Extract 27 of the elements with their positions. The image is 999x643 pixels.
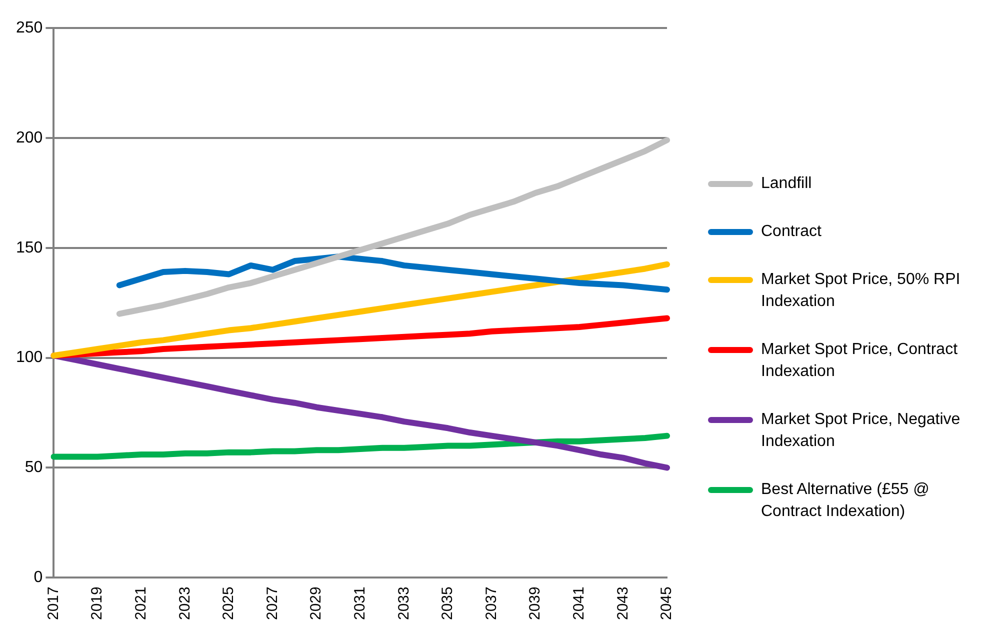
x-tick-label: 2039 bbox=[526, 586, 544, 620]
y-tick-label: 100 bbox=[16, 349, 43, 366]
x-tick-label: 2019 bbox=[88, 586, 106, 620]
x-tick-label: 2027 bbox=[264, 586, 281, 620]
legend-label: Market Spot Price, 50% RPI Indexation bbox=[761, 270, 962, 312]
x-tick-label: 2035 bbox=[439, 586, 456, 620]
x-tick-label: 2031 bbox=[351, 586, 368, 620]
x-tick-label: 2045 bbox=[658, 586, 676, 620]
x-tick-label: 2021 bbox=[132, 586, 150, 620]
legend-label: Best Alternative (£55 @ Contract Indexation) bbox=[761, 480, 930, 522]
legend-label: Market Spot Price, Negative Indexation bbox=[761, 410, 962, 452]
y-tick-label: 200 bbox=[16, 129, 43, 146]
y-tick-label: 150 bbox=[16, 239, 43, 256]
x-tick-label: 2037 bbox=[482, 586, 500, 620]
x-tick-label: 2043 bbox=[614, 586, 632, 620]
legend-label: Contract bbox=[761, 222, 822, 242]
x-tick-label: 2025 bbox=[220, 586, 238, 620]
x-tick-label: 2033 bbox=[395, 586, 412, 620]
legend-label: Landfill bbox=[761, 174, 812, 194]
x-tick-label: 2041 bbox=[570, 586, 588, 620]
x-tick-label: 2023 bbox=[176, 586, 194, 620]
x-tick-label: 2017 bbox=[44, 586, 62, 620]
y-tick-label: 50 bbox=[24, 459, 43, 476]
y-tick-label: 250 bbox=[16, 19, 43, 36]
x-tick-label: 2029 bbox=[308, 586, 325, 620]
y-tick-label: 0 bbox=[34, 569, 43, 586]
legend-label: Market Spot Price, Contract Indexation bbox=[761, 340, 959, 382]
